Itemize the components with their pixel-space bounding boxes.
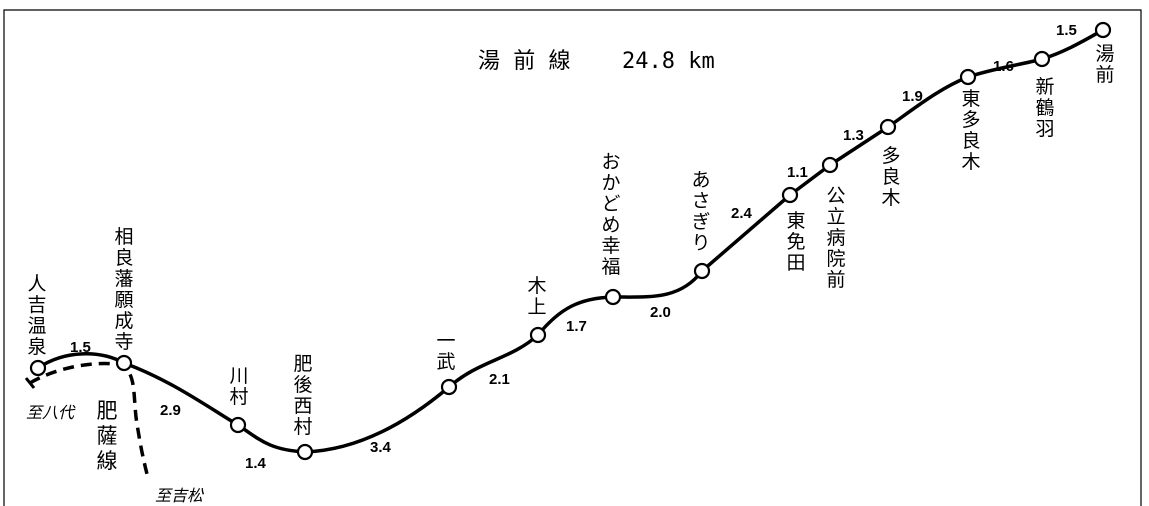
station-name: 肥後西村 bbox=[293, 353, 312, 438]
distance-label: 2.4 bbox=[731, 205, 753, 222]
distance-label: 1.6 bbox=[993, 58, 1014, 75]
station-name: 多良木 bbox=[881, 145, 900, 209]
hisatsu-line-track bbox=[29, 361, 150, 479]
station-marker bbox=[29, 359, 47, 377]
station-marker bbox=[115, 354, 133, 372]
station-marker bbox=[781, 186, 799, 204]
station-marker bbox=[229, 416, 247, 434]
station-name: おかどめ幸福 bbox=[601, 151, 620, 278]
distance-label: 1.9 bbox=[902, 88, 923, 105]
line-title: 湯 前 線 bbox=[478, 49, 571, 74]
station-name: 川村 bbox=[229, 365, 248, 408]
station-marker bbox=[604, 288, 622, 306]
distance-label: 3.4 bbox=[370, 439, 392, 456]
station-marker bbox=[693, 262, 711, 280]
station-marker bbox=[1033, 50, 1051, 68]
distance-label: 2.9 bbox=[160, 402, 181, 419]
station-marker bbox=[440, 378, 458, 396]
station-name: 湯前 bbox=[1095, 43, 1114, 86]
distance-label: 2.0 bbox=[650, 304, 671, 321]
station-marker bbox=[959, 68, 977, 86]
distance-label: 1.3 bbox=[843, 127, 864, 144]
distance-label: 1.5 bbox=[1056, 22, 1077, 39]
station-name: 相良藩願成寺 bbox=[114, 226, 133, 353]
distance-label: 1.5 bbox=[70, 339, 91, 356]
to-yatsushiro-label: 至八代 bbox=[26, 403, 76, 422]
station-name: 東免田 bbox=[786, 210, 805, 274]
distance-label: 1.1 bbox=[787, 164, 808, 181]
station-name: 新鶴羽 bbox=[1035, 76, 1054, 140]
station-marker bbox=[1094, 21, 1112, 39]
station-labels: 人吉温泉 相良藩願成寺 川村 肥後西村 一武 木上 おかどめ幸福 あさぎり 東免… bbox=[27, 43, 1114, 438]
station-markers bbox=[29, 21, 1112, 461]
distance-label: 2.1 bbox=[489, 371, 510, 388]
yunomae-line-track bbox=[36, 28, 1105, 454]
station-name: 人吉温泉 bbox=[27, 273, 46, 358]
station-marker bbox=[529, 326, 547, 344]
station-name: 一武 bbox=[436, 330, 455, 373]
station-marker bbox=[821, 156, 839, 174]
yatsushiro-direction-marker bbox=[24, 377, 36, 389]
to-yoshimatsu-label: 至吉松 bbox=[155, 486, 205, 505]
station-marker bbox=[296, 443, 314, 461]
line-length: 24.8 km bbox=[622, 49, 715, 74]
diagram-frame bbox=[3, 9, 1142, 506]
station-marker bbox=[879, 118, 897, 136]
station-name: 木上 bbox=[527, 275, 546, 318]
distance-label: 1.7 bbox=[566, 318, 587, 335]
distance-label: 1.4 bbox=[245, 455, 267, 472]
distance-labels: 1.5 2.9 1.4 3.4 2.1 1.7 2.0 2.4 1.1 1.3 … bbox=[70, 22, 1077, 472]
station-name: あさぎり bbox=[691, 169, 710, 254]
hisatsu-line-name: 肥薩線 bbox=[97, 399, 118, 473]
station-name: 東多良木 bbox=[961, 88, 980, 173]
station-name: 公立病院前 bbox=[826, 185, 845, 291]
